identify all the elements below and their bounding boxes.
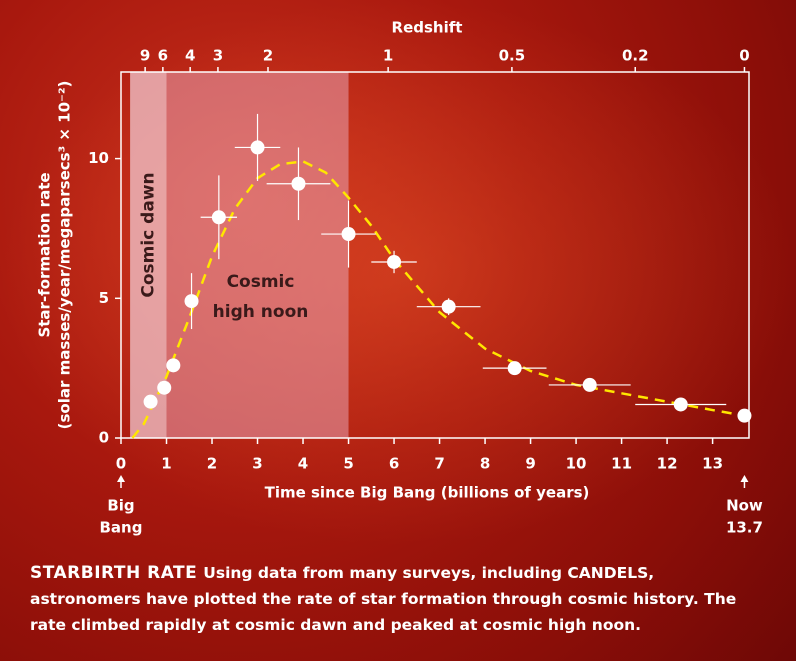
x-tick-label: 10 bbox=[566, 455, 587, 473]
top-axis-title: Redshift bbox=[392, 19, 463, 37]
y-tick-label: 0 bbox=[99, 429, 109, 447]
data-point bbox=[341, 227, 356, 242]
x-tick-label: 4 bbox=[298, 455, 308, 473]
top-tick-label: 9 bbox=[140, 47, 150, 65]
y-axis-title: Star-formation rate (solar masses/year/m… bbox=[36, 81, 74, 430]
data-point bbox=[211, 210, 226, 225]
data-point bbox=[184, 294, 199, 309]
x-axis-title: Time since Big Bang (billions of years) bbox=[265, 484, 590, 502]
data-point bbox=[507, 361, 522, 376]
chart: Redshift Time since Big Bang (billions o… bbox=[0, 0, 796, 545]
data-point bbox=[441, 299, 456, 314]
annotation-text: 13.7 bbox=[726, 519, 763, 537]
data-point bbox=[291, 176, 306, 191]
top-tick-label: 1 bbox=[383, 47, 393, 65]
x-tick-label: 7 bbox=[434, 455, 444, 473]
region-label-text: Cosmic dawn bbox=[138, 172, 158, 297]
top-tick-label: 0 bbox=[739, 47, 749, 65]
annotation-text: Bang bbox=[100, 519, 143, 537]
x-tick-label: 8 bbox=[480, 455, 490, 473]
annotation-arrowhead bbox=[740, 475, 749, 482]
y-axis-title-line: (solar masses/year/megaparsecs³ × 10⁻²) bbox=[56, 81, 74, 430]
data-point bbox=[166, 358, 181, 373]
region bbox=[130, 72, 167, 438]
data-point bbox=[143, 394, 158, 409]
top-tick-label: 3 bbox=[213, 47, 223, 65]
x-tick-label: 13 bbox=[702, 455, 723, 473]
caption: STARBIRTH RATE Using data from many surve… bbox=[30, 560, 770, 638]
plot-frame bbox=[120, 71, 750, 439]
x-tick-label: 1 bbox=[161, 455, 171, 473]
data-point bbox=[387, 254, 402, 269]
x-tick-label: 2 bbox=[207, 455, 217, 473]
top-tick-label: 4 bbox=[185, 47, 195, 65]
x-tick-label: 9 bbox=[525, 455, 535, 473]
top-tick-label: 2 bbox=[263, 47, 273, 65]
x-tick-label: 11 bbox=[611, 455, 632, 473]
data-point bbox=[250, 140, 265, 155]
region-label-text: high noon bbox=[213, 302, 309, 322]
annotation-text: Now bbox=[726, 497, 763, 515]
y-tick-label: 5 bbox=[99, 289, 109, 307]
top-tick-label: 6 bbox=[158, 47, 168, 65]
data-point bbox=[737, 408, 752, 423]
annotation-text: Big bbox=[107, 497, 134, 515]
top-tick-label: 0.2 bbox=[622, 47, 649, 65]
x-tick-label: 3 bbox=[252, 455, 262, 473]
top-tick-label: 0.5 bbox=[499, 47, 526, 65]
region-label: Cosmic dawn bbox=[138, 172, 158, 297]
x-tick-label: 12 bbox=[657, 455, 678, 473]
y-tick-label: 10 bbox=[88, 149, 109, 167]
data-point bbox=[157, 380, 172, 395]
x-tick-label: 6 bbox=[389, 455, 399, 473]
x-tick-label: 5 bbox=[343, 455, 353, 473]
x-tick-label: 0 bbox=[116, 455, 126, 473]
region-label-text: Cosmic bbox=[227, 272, 295, 292]
y-axis-title-line: Star-formation rate bbox=[36, 172, 54, 337]
annotation-arrowhead bbox=[117, 475, 125, 482]
data-point bbox=[673, 397, 688, 412]
caption-lead: STARBIRTH RATE bbox=[30, 563, 198, 583]
data-point bbox=[582, 377, 597, 392]
caption-text: Using data from many surveys, including … bbox=[30, 564, 737, 634]
